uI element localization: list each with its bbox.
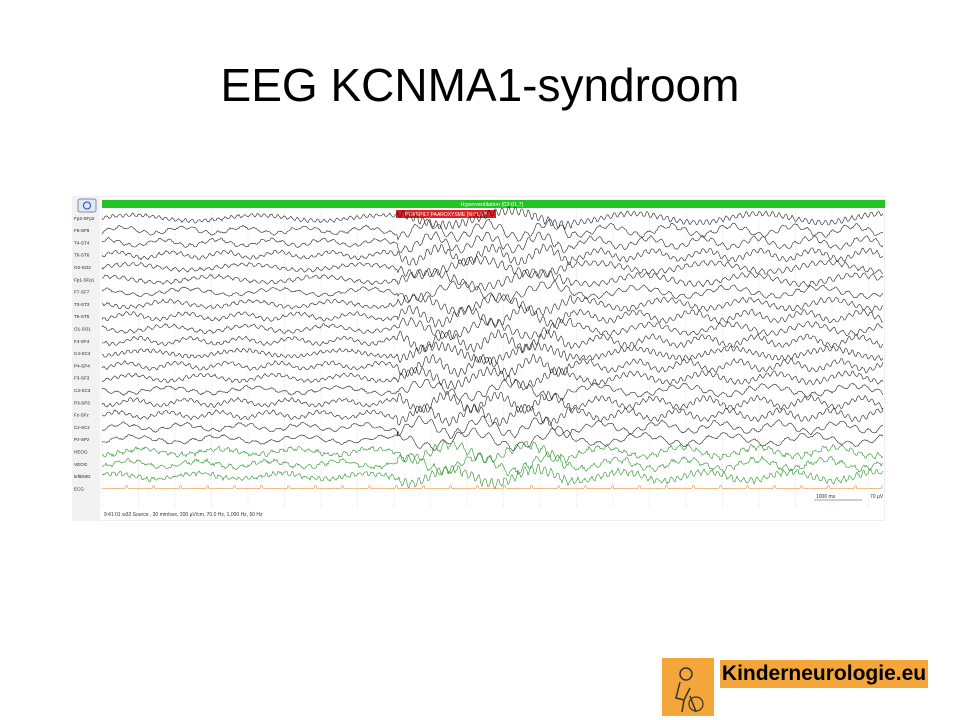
eeg-trace xyxy=(101,390,884,414)
channel-label: O1-SO1 xyxy=(74,327,91,332)
button-icon xyxy=(83,201,91,210)
eeg-trace xyxy=(101,353,884,378)
eeg-trace xyxy=(101,341,884,366)
eeg-trace xyxy=(101,427,884,452)
eeg-trace xyxy=(101,206,884,230)
toolbar-button[interactable] xyxy=(77,198,97,213)
channel-label: VEOG xyxy=(74,462,88,467)
eeg-trace xyxy=(101,218,884,242)
time-scale: 1000 ms xyxy=(816,494,836,500)
channel-label: F7-SF7 xyxy=(74,290,90,295)
event-marker xyxy=(396,210,496,218)
logo-icon xyxy=(662,658,714,716)
amplitude-scale: 70 µV xyxy=(870,494,884,500)
eeg-trace xyxy=(101,255,884,280)
eeg-trace xyxy=(101,451,884,477)
annotation-text: Hyperventilation (03:01,7) xyxy=(461,202,524,208)
channel-label: O2-SO2 xyxy=(74,265,91,270)
channel-label: F4-SF4 xyxy=(74,339,90,344)
event-marker-text: PIEKEPILT PAAROXYSME (N:01,5?) xyxy=(404,212,487,218)
channel-label: T3-ST3 xyxy=(74,302,90,307)
eeg-trace xyxy=(101,329,884,353)
eeg-trace xyxy=(101,463,884,490)
channel-label: HEOG xyxy=(74,450,88,455)
channel-label: C3-SC3 xyxy=(74,388,91,393)
eeg-trace xyxy=(101,231,884,254)
channel-label: F3-SF3 xyxy=(74,376,90,381)
channel-label: Fp1-SFp1 xyxy=(74,277,95,282)
eeg-trace xyxy=(101,317,884,341)
eeg-trace xyxy=(101,280,884,304)
eeg-trace xyxy=(101,484,884,490)
eeg-trace xyxy=(101,243,884,266)
channel-label: F8-SF8 xyxy=(74,228,90,233)
channel-label: C4-SC4 xyxy=(74,351,91,356)
eeg-frame xyxy=(72,196,885,521)
channel-label: P3-SP3 xyxy=(74,400,90,405)
label-column xyxy=(72,196,100,521)
channel-label: T4-ST4 xyxy=(74,240,90,245)
eeg-trace xyxy=(101,378,884,402)
traces xyxy=(101,206,884,490)
eeg-trace xyxy=(101,415,884,439)
eeg-trace xyxy=(101,366,884,390)
channel-label: T5-ST5 xyxy=(74,314,90,319)
eeg-trace xyxy=(101,403,884,427)
channel-label: Fp2-SFp2 xyxy=(74,216,95,221)
channel-label: Fz-SFz xyxy=(74,413,90,418)
logo-text: Kinderneurologie.eu xyxy=(720,660,928,688)
eeg-recording: Hyperventilation (03:01,7) PIEKEPILT PAA… xyxy=(72,196,885,521)
eeg-trace xyxy=(101,267,884,291)
status-line: 9:41:01 w32 Source , 30 mm/sec, 200 µV/c… xyxy=(104,512,263,518)
eeg-trace xyxy=(101,292,884,317)
channel-label: Cz-SCz xyxy=(74,425,91,430)
channel-label: T6-ST6 xyxy=(74,253,90,258)
channel-label: P4-SP4 xyxy=(74,363,90,368)
logo-drawing xyxy=(675,667,704,713)
annotation-bar xyxy=(102,200,885,208)
channel-label: leftEMG xyxy=(74,474,91,479)
slide-title: EEG KCNMA1-syndroom xyxy=(220,59,740,111)
channel-label: ECG xyxy=(74,486,84,491)
channel-label: Pz-SPz xyxy=(74,437,90,442)
